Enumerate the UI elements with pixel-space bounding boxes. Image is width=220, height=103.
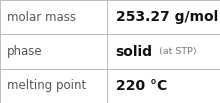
Text: molar mass: molar mass [7,11,76,24]
Text: (at STP): (at STP) [156,47,196,56]
Text: phase: phase [7,45,42,58]
Text: melting point: melting point [7,79,86,92]
Text: solid: solid [116,44,152,59]
Text: 253.27 g/mol: 253.27 g/mol [116,10,218,24]
Text: 220 °C: 220 °C [116,79,167,93]
